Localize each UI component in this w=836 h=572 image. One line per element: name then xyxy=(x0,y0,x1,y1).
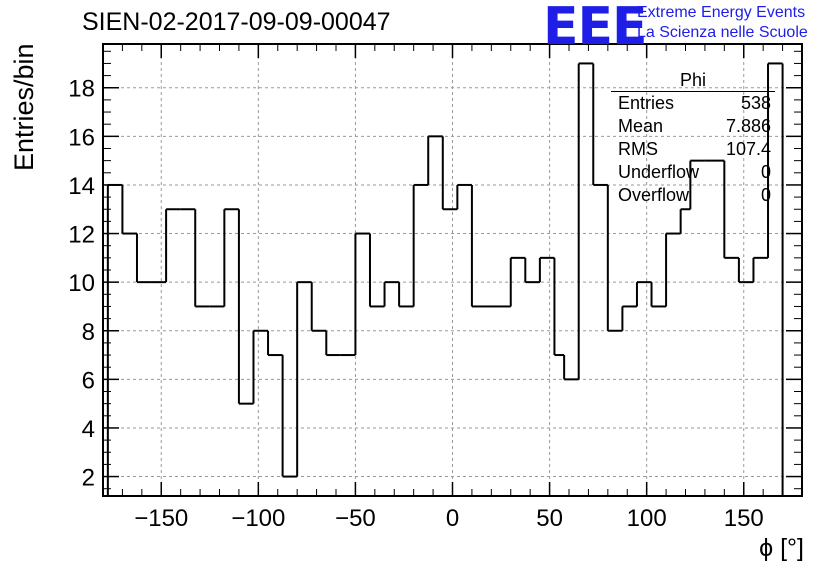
stats-label: RMS xyxy=(618,139,658,159)
x-tick-label: −100 xyxy=(231,505,285,532)
stats-label: Mean xyxy=(618,116,664,136)
logo-line-2: La Scienza nelle Scuole xyxy=(637,24,808,41)
stats-title: Phi xyxy=(611,70,775,92)
y-tick-label: 2 xyxy=(82,465,95,492)
y-tick-label: 8 xyxy=(82,319,95,346)
x-tick-label: −150 xyxy=(134,505,188,532)
stats-row-mean: Mean 7.886 xyxy=(611,115,775,138)
eee-logo-text: Extreme Energy Events La Scienza nelle S… xyxy=(637,3,808,43)
stats-value: 0 xyxy=(760,162,771,182)
stats-label: Entries xyxy=(618,93,675,113)
stats-value: 0 xyxy=(760,185,771,205)
x-tick-label: 100 xyxy=(627,505,667,532)
x-tick-label: −50 xyxy=(335,505,376,532)
stats-label: Overflow xyxy=(618,185,690,205)
stats-row-underflow: Underflow 0 xyxy=(611,161,775,184)
y-tick-label: 4 xyxy=(82,416,95,443)
logo-line-1: Extreme Energy Events xyxy=(637,4,806,21)
grid xyxy=(103,44,802,496)
y-tick-label: 12 xyxy=(68,222,95,249)
x-tick-label: 150 xyxy=(724,505,764,532)
stats-row-rms: RMS 107.4 xyxy=(611,138,775,161)
eee-logo: EEE xyxy=(543,0,648,57)
x-tick-label: 50 xyxy=(536,505,563,532)
axis-ticks xyxy=(103,44,802,496)
stats-row-entries: Entries 538 xyxy=(611,92,775,115)
y-tick-label: 6 xyxy=(82,367,95,394)
y-tick-label: 14 xyxy=(68,173,95,200)
chart-title: SIEN-02-2017-09-09-00047 xyxy=(82,8,391,36)
y-tick-label: 10 xyxy=(68,270,95,297)
stats-box: Phi Entries 538 Mean 7.886 RMS 107.4 Und… xyxy=(611,70,775,207)
tick-labels: −150 −100 −50 0 50 100 150 2 4 6 8 10 12 14 16 18 xyxy=(68,76,763,532)
stats-value: 107.4 xyxy=(725,139,771,159)
x-tick-label: 0 xyxy=(446,505,459,532)
stats-label: Underflow xyxy=(618,162,700,182)
y-axis-label: Entries/bin xyxy=(9,43,39,171)
y-tick-label: 16 xyxy=(68,124,95,151)
histogram xyxy=(106,62,784,496)
stats-value: 538 xyxy=(740,93,771,113)
stats-row-overflow: Overflow 0 xyxy=(611,184,775,207)
y-tick-label: 18 xyxy=(68,76,95,103)
x-axis-label: ϕ [°] xyxy=(759,534,804,562)
stats-value: 7.886 xyxy=(725,116,771,136)
